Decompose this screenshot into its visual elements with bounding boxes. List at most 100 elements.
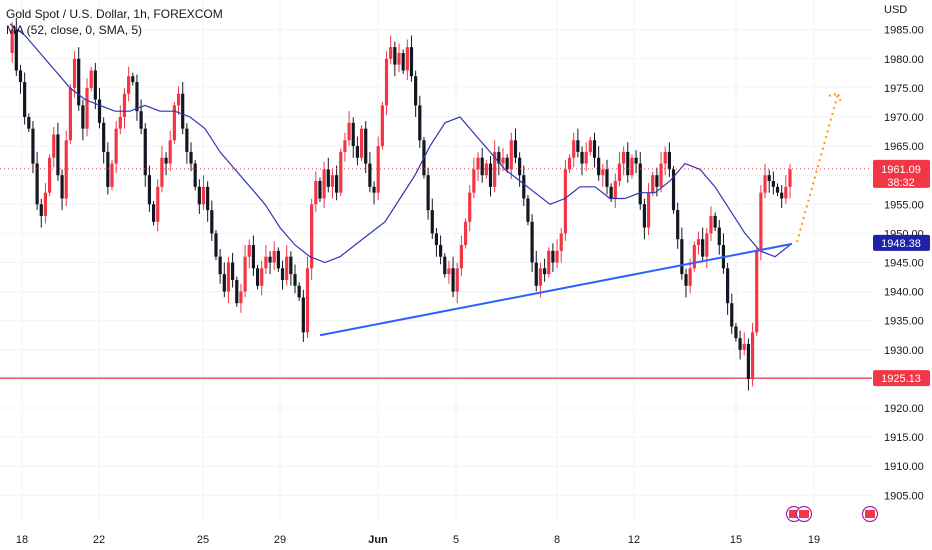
- candle-body: [355, 146, 360, 158]
- candle-body: [684, 274, 688, 286]
- candle-body: [193, 163, 197, 187]
- us-flag-icon-fill: [865, 510, 875, 518]
- candle-body: [310, 204, 314, 269]
- candle-body: [563, 169, 567, 234]
- candle-body: [709, 215, 713, 234]
- x-tick-label: Jun: [368, 534, 388, 546]
- candle-body: [347, 122, 351, 141]
- candle-body: [559, 233, 563, 251]
- candle-body: [634, 157, 638, 164]
- y-tick-label: 1945.00: [884, 258, 924, 270]
- candlesticks: [10, 18, 792, 391]
- candle-body: [630, 157, 634, 176]
- candle-body: [692, 245, 696, 269]
- candle-body: [106, 151, 110, 187]
- candle-body: [493, 151, 497, 187]
- candle-body: [23, 82, 27, 117]
- candle-body: [139, 111, 143, 129]
- time-axis[interactable]: 18 22 25 29 Jun 5 8 12 15 19: [16, 534, 820, 546]
- candle-body: [717, 227, 721, 246]
- x-tick-label: 5: [453, 534, 459, 546]
- candle-body: [576, 140, 580, 152]
- candle-body: [293, 274, 297, 286]
- candle-body: [601, 169, 605, 176]
- candle-body: [530, 221, 534, 263]
- candle-body: [588, 140, 592, 152]
- candle-body: [210, 210, 214, 234]
- candle-body: [734, 326, 738, 339]
- candle-body: [160, 157, 164, 187]
- candle-body: [405, 47, 409, 71]
- candle-body: [401, 52, 405, 71]
- indicator-label[interactable]: MA (52, close, 0, SMA, 5): [6, 23, 143, 37]
- candle-body: [222, 274, 226, 292]
- candle-body: [289, 256, 293, 275]
- candle-body: [122, 93, 127, 117]
- event-flags[interactable]: [785, 505, 879, 523]
- candle-body: [189, 151, 193, 164]
- candle-body: [318, 181, 322, 199]
- candle-body: [43, 192, 48, 216]
- candle-body: [364, 128, 368, 164]
- candle-body: [64, 140, 68, 199]
- candle-body: [339, 151, 343, 193]
- x-tick-label: 29: [274, 534, 286, 546]
- candle-body: [206, 186, 210, 211]
- candle-body: [688, 268, 692, 286]
- candle-body: [330, 175, 335, 187]
- candle-body: [77, 58, 81, 106]
- candle-body: [659, 163, 663, 187]
- candle-body: [750, 332, 755, 379]
- candle-body: [771, 181, 775, 187]
- candle-body: [305, 268, 310, 333]
- candle-body: [151, 204, 156, 222]
- candle-body: [447, 268, 451, 275]
- candle-body: [285, 256, 289, 280]
- candle-body: [701, 239, 705, 257]
- trendline[interactable]: [319, 242, 793, 337]
- candle-body: [201, 186, 206, 205]
- candle-body: [497, 151, 501, 164]
- candle-body: [555, 250, 559, 263]
- price-axis[interactable]: 1905.001910.001915.001920.001925.001930.…: [884, 25, 924, 503]
- candle-body: [18, 70, 23, 83]
- candle-body: [580, 151, 584, 164]
- candle-body: [409, 47, 414, 77]
- candle-body: [676, 210, 680, 240]
- candle-body: [81, 105, 85, 129]
- candle-body: [60, 175, 64, 199]
- candle-body: [280, 268, 285, 280]
- x-tick-label: 12: [628, 534, 640, 546]
- y-tick-label: 1975.00: [884, 83, 924, 95]
- candle-body: [438, 245, 443, 257]
- candle-body: [763, 175, 767, 193]
- candle-body: [476, 157, 480, 170]
- candle-body: [114, 128, 118, 164]
- candle-body: [488, 163, 493, 187]
- candle-body: [705, 233, 709, 257]
- projection-arrowhead: [828, 92, 842, 104]
- candle-body: [131, 76, 135, 83]
- countdown-text: 38:32: [887, 177, 915, 189]
- candle-body: [459, 245, 463, 269]
- candle-body: [526, 198, 530, 222]
- x-tick-label: 25: [197, 534, 209, 546]
- candle-body: [551, 250, 555, 263]
- candle-body: [626, 151, 630, 176]
- candle-body: [742, 343, 746, 350]
- candle-body: [10, 29, 14, 53]
- candle-body: [547, 250, 551, 275]
- x-tick-label: 8: [554, 534, 560, 546]
- candle-body: [181, 93, 185, 129]
- candle-body: [197, 186, 201, 205]
- candle-body: [730, 303, 734, 327]
- symbol-title[interactable]: Gold Spot / U.S. Dollar, 1h, FOREXCOM: [6, 7, 223, 21]
- candle-body: [609, 186, 613, 199]
- candle-body: [97, 99, 102, 123]
- candle-body: [567, 157, 572, 170]
- candle-body: [667, 151, 671, 170]
- candle-body: [218, 256, 222, 275]
- y-tick-label: 1955.00: [884, 199, 924, 211]
- projection-arrow[interactable]: [796, 92, 842, 243]
